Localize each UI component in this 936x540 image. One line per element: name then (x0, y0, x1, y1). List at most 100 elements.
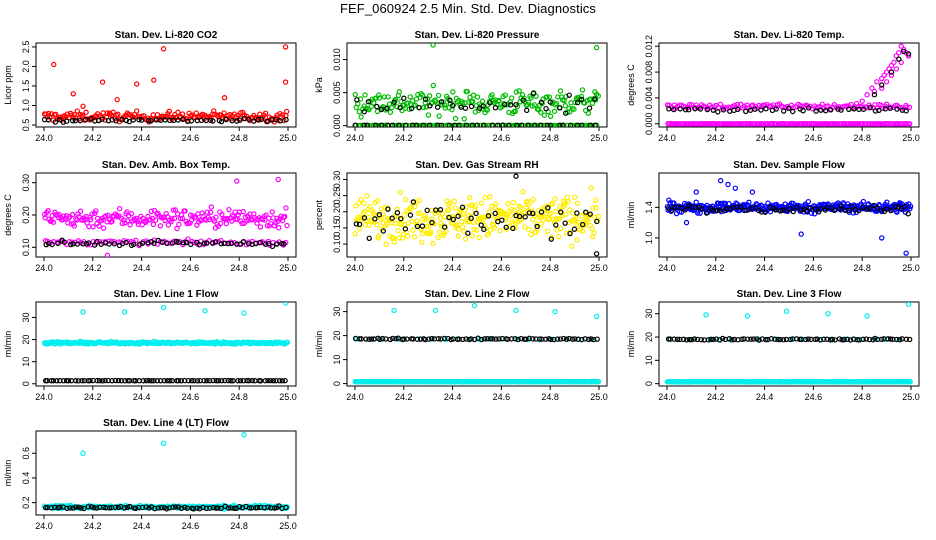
data-point (482, 194, 488, 201)
data-point (697, 106, 704, 112)
data-point (410, 122, 416, 127)
data-point (368, 336, 375, 342)
data-point (423, 217, 430, 223)
data-point (903, 108, 909, 114)
data-point (524, 107, 530, 114)
data-point (44, 114, 51, 120)
data-point (380, 228, 387, 234)
data-point (167, 378, 173, 384)
data-point (592, 197, 599, 203)
data-point (564, 194, 571, 201)
data-point (773, 121, 780, 127)
data-point (236, 503, 243, 510)
panel-title: Stan. Dev. Line 3 Flow (737, 289, 842, 300)
x-tick-label: 24.2 (707, 263, 725, 273)
data-point (376, 92, 382, 98)
data-point (410, 199, 417, 205)
data-point (246, 217, 252, 223)
data-point (497, 228, 503, 234)
data-point (264, 118, 270, 125)
data-point (208, 204, 215, 210)
data-point (251, 118, 257, 124)
plot-frame (658, 42, 920, 128)
data-point (218, 237, 224, 244)
data-point (496, 122, 503, 127)
data-point (429, 335, 435, 342)
x-tick-label: 24.6 (493, 133, 511, 143)
data-point (800, 107, 806, 114)
y-axis-label: ml/min (626, 202, 636, 229)
data-point (492, 210, 498, 217)
data-point (557, 105, 563, 111)
data-point (803, 208, 810, 214)
data-point (185, 377, 192, 384)
data-point (203, 505, 210, 512)
data-point (402, 226, 409, 232)
data-point (719, 335, 726, 342)
data-point (489, 203, 495, 210)
data-point (172, 207, 179, 213)
data-point (196, 242, 203, 248)
data-point-outlier (874, 79, 880, 85)
plot-frame (346, 301, 608, 387)
data-point (463, 336, 469, 342)
data-point (155, 505, 161, 511)
data-point (356, 336, 363, 342)
data-point (584, 219, 591, 225)
data-point (553, 100, 560, 107)
data-point (850, 121, 856, 127)
data-point (490, 336, 496, 342)
data-point (507, 212, 514, 219)
data-point (390, 335, 396, 342)
data-point (352, 122, 359, 127)
data-point (821, 336, 827, 342)
data-point (446, 122, 452, 127)
data-point-outlier (80, 103, 86, 109)
data-point (397, 189, 404, 195)
data-point (558, 225, 564, 232)
data-point (427, 103, 433, 109)
data-point (76, 504, 82, 510)
data-point (525, 99, 532, 106)
data-point (705, 337, 711, 343)
data-point (474, 94, 481, 100)
data-point (106, 241, 112, 247)
data-point (515, 122, 522, 127)
series-cyan (41, 302, 291, 347)
data-point (538, 109, 544, 116)
data-point (225, 377, 232, 384)
data-point (481, 336, 488, 342)
data-point (562, 103, 569, 109)
data-point (408, 105, 415, 112)
data-point (425, 223, 432, 230)
data-point (508, 336, 515, 342)
data-points (664, 43, 913, 127)
data-point (813, 108, 819, 114)
data-point (430, 82, 437, 89)
data-point (523, 336, 529, 342)
data-point-outlier (70, 91, 76, 97)
data-point (154, 377, 160, 384)
data-point (192, 114, 198, 121)
data-point (81, 505, 87, 512)
data-point (839, 337, 845, 343)
data-point (379, 122, 385, 127)
x-tick-label: 24.2 (84, 521, 102, 531)
data-point (213, 377, 219, 384)
data-point (356, 109, 362, 115)
data-point (415, 210, 421, 217)
data-point (231, 505, 237, 512)
data-point (165, 222, 172, 228)
panel-3: Stan. Dev. Li-820 Temp. 24.0 24.2 24.4 24.6 2… (626, 30, 920, 143)
series-yellow (352, 185, 602, 249)
data-point (145, 240, 151, 246)
data-point (801, 121, 807, 127)
data-point (94, 377, 100, 384)
data-point (787, 336, 793, 343)
y-tick-label: 0 (644, 381, 654, 386)
data-point (168, 218, 174, 225)
data-point-outlier (151, 77, 157, 83)
data-point (176, 221, 182, 228)
data-point (818, 107, 824, 113)
data-point (487, 100, 493, 106)
